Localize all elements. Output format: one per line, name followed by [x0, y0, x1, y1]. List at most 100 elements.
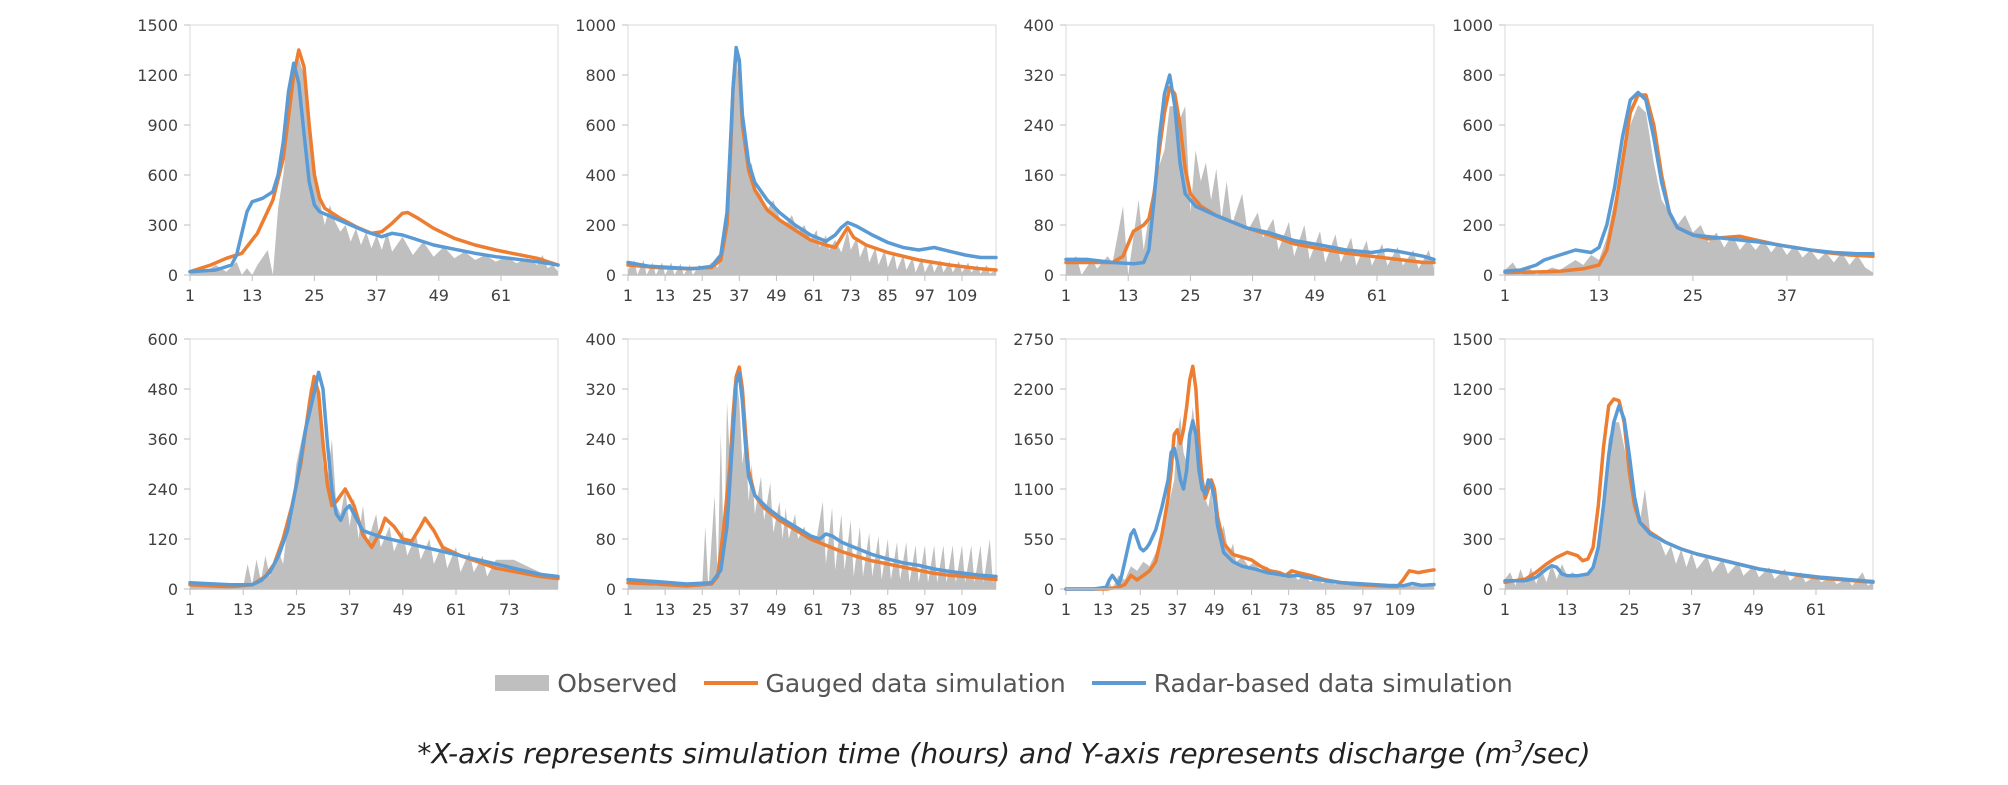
gauged-simulation-line: [188, 48, 560, 274]
gauged-simulation-line: [1064, 85, 1436, 265]
y-tick-label: 600: [585, 116, 616, 135]
radar-simulation-line: [1503, 403, 1875, 584]
y-tick-label: 1200: [1452, 380, 1493, 399]
y-tick-label: 1650: [1013, 430, 1054, 449]
observed-area: [1066, 106, 1434, 275]
radar-simulation-line: [626, 45, 998, 271]
x-tick-label: 37: [1167, 600, 1187, 619]
x-tick-label: 73: [840, 600, 860, 619]
x-tick-label: 49: [1204, 600, 1224, 619]
x-tick-label: 25: [286, 600, 306, 619]
legend-label-gauged: Gauged data simulation: [765, 668, 1066, 698]
legend-item-radar: Radar-based data simulation: [1091, 669, 1513, 698]
y-tick-label: 400: [585, 166, 616, 185]
gauged-simulation-line: [1064, 364, 1436, 591]
radar-simulation-line: [188, 370, 560, 587]
x-tick-label: 37: [1681, 600, 1701, 619]
x-tick-label: 1: [1061, 600, 1071, 619]
observed-area: [1505, 422, 1873, 589]
y-tick-label: 0: [1483, 580, 1493, 599]
chart-2: 0 200 400 600 800 1000 1 13 25 37 49 61 73 85 97 109: [575, 16, 998, 305]
y-tick-label: 480: [147, 380, 178, 399]
x-tick-label: 1: [623, 600, 633, 619]
y-tick-label: 160: [585, 480, 616, 499]
y-tick-label: 200: [585, 216, 616, 235]
chart-6: 0 80 160 240 320 400 1 13 25 37 49 61 73 85 97 109: [585, 330, 998, 619]
y-tick-label: 550: [1023, 530, 1054, 549]
y-tick-label: 80: [1034, 216, 1054, 235]
x-tick-label: 49: [429, 286, 449, 305]
y-tick-label: 600: [147, 330, 178, 349]
x-tick-label: 37: [729, 600, 749, 619]
x-tick-label: 13: [655, 286, 675, 305]
y-tick-label: 0: [168, 580, 178, 599]
x-tick-label: 61: [803, 600, 823, 619]
x-tick-label: 97: [1353, 600, 1373, 619]
x-tick-label: 37: [339, 600, 359, 619]
legend-swatch-observed: [495, 675, 550, 691]
figure-caption: *X-axis represents simulation time (hour…: [0, 737, 2008, 770]
y-tick-label: 900: [147, 116, 178, 135]
x-tick-label: 1: [1061, 286, 1071, 305]
x-tick-label: 61: [1367, 286, 1387, 305]
y-tick-label: 1000: [1452, 16, 1493, 35]
x-tick-label: 25: [304, 286, 324, 305]
y-tick-label: 600: [1462, 480, 1493, 499]
x-tick-label: 13: [1557, 600, 1577, 619]
x-tick-label: 13: [1093, 600, 1113, 619]
x-tick-label: 49: [1305, 286, 1325, 305]
x-tick-label: 73: [1278, 600, 1298, 619]
x-tick-label: 1: [623, 286, 633, 305]
x-tick-label: 1: [185, 600, 195, 619]
x-tick-label: 49: [393, 600, 413, 619]
y-tick-label: 240: [147, 480, 178, 499]
y-tick-label: 900: [1462, 430, 1493, 449]
legend-item-observed: Observed: [495, 668, 678, 698]
radar-simulation-line: [1503, 90, 1875, 274]
y-tick-label: 800: [1462, 66, 1493, 85]
chart-5: 0 120 240 360 480 600 1 13 25 37 49 61 73: [147, 330, 560, 619]
y-tick-label: 0: [1044, 580, 1054, 599]
radar-simulation-line: [188, 61, 560, 274]
x-tick-label: 13: [242, 286, 262, 305]
x-tick-label: 13: [655, 600, 675, 619]
y-tick-label: 240: [585, 430, 616, 449]
y-tick-label: 320: [585, 380, 616, 399]
y-tick-label: 300: [1462, 530, 1493, 549]
x-tick-label: 49: [766, 600, 786, 619]
y-tick-label: 1500: [137, 16, 178, 35]
x-tick-label: 25: [1619, 600, 1639, 619]
radar-simulation-line: [1064, 73, 1436, 266]
chart-1: 0 300 600 900 1200 1500 1 13 25 37 49 61: [137, 16, 560, 305]
x-tick-label: 13: [1589, 286, 1609, 305]
y-tick-label: 200: [1462, 216, 1493, 235]
y-tick-label: 360: [147, 430, 178, 449]
legend-label-observed: Observed: [557, 668, 678, 698]
x-tick-label: 61: [803, 286, 823, 305]
y-tick-label: 400: [1462, 166, 1493, 185]
legend-swatch-radar: [1091, 681, 1146, 685]
y-tick-label: 1100: [1013, 480, 1054, 499]
x-tick-label: 37: [1777, 286, 1797, 305]
observed-area: [190, 380, 558, 589]
chart-3: 0 80 160 240 320 400 1 13 25 37 49 61: [1023, 16, 1436, 305]
y-tick-label: 80: [596, 530, 616, 549]
y-tick-label: 160: [1023, 166, 1054, 185]
x-tick-label: 25: [692, 600, 712, 619]
gauged-simulation-line: [1503, 397, 1875, 585]
radar-simulation-line: [1064, 419, 1436, 591]
y-tick-label: 1000: [575, 16, 616, 35]
x-tick-label: 61: [1241, 600, 1261, 619]
x-tick-label: 61: [491, 286, 511, 305]
x-tick-label: 37: [366, 286, 386, 305]
chart-4: 0 200 400 600 800 1000 1 13 25 37: [1452, 16, 1875, 305]
legend-swatch-gauged: [703, 681, 758, 685]
chart-7: 0 550 1100 1650 2200 2750 1 13 25 37 49 61 73 85 97 109: [1013, 330, 1436, 619]
y-tick-label: 1200: [137, 66, 178, 85]
x-tick-label: 25: [1683, 286, 1703, 305]
gauged-simulation-line: [626, 365, 998, 588]
y-tick-label: 0: [168, 266, 178, 285]
x-tick-label: 61: [1806, 600, 1826, 619]
y-tick-label: 240: [1023, 116, 1054, 135]
